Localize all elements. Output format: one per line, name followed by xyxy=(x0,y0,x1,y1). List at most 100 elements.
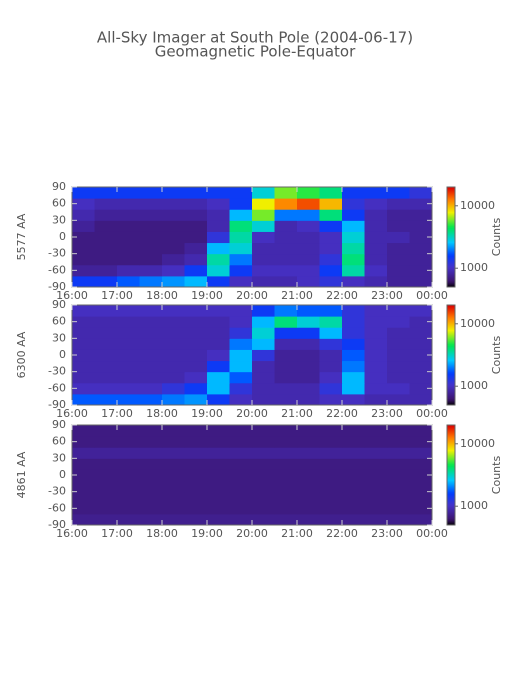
colorbar-segment xyxy=(447,523,455,526)
y-axis-label: 5577 AA xyxy=(15,213,28,260)
colorbar-label: Counts xyxy=(490,456,503,495)
heatmap-cell xyxy=(319,447,343,459)
heatmap-cell xyxy=(229,264,253,277)
colorbar-segment xyxy=(447,329,455,332)
colorbar-tick-label: 10000 xyxy=(460,437,495,450)
heatmap-cell xyxy=(252,371,275,384)
heatmap-cell xyxy=(139,338,163,350)
colorbar-segment xyxy=(447,475,455,478)
heatmap-cell xyxy=(252,491,275,504)
colorbar-segment xyxy=(447,469,455,472)
heatmap-cell xyxy=(274,502,298,515)
heatmap-cell xyxy=(387,253,410,266)
heatmap-cell xyxy=(184,360,208,373)
heatmap-cell xyxy=(207,513,230,526)
heatmap-cell xyxy=(117,264,140,277)
heatmap-cell xyxy=(387,209,410,221)
heatmap-cell xyxy=(139,198,163,210)
heatmap-cell xyxy=(117,382,140,395)
heatmap-cell xyxy=(364,469,388,482)
colorbar-segment xyxy=(447,281,455,284)
colorbar-segment xyxy=(447,203,455,206)
heatmap-cell xyxy=(162,436,185,448)
heatmap-cell xyxy=(162,220,185,232)
colorbar-segment xyxy=(447,487,455,490)
heatmap-cell xyxy=(94,502,118,515)
heatmap-cell xyxy=(319,502,343,515)
heatmap-cell xyxy=(409,480,433,493)
colorbar-segment xyxy=(447,321,455,324)
heatmap-cell xyxy=(297,491,320,504)
heatmap-cell xyxy=(387,242,410,255)
colorbar-segment xyxy=(447,305,455,308)
heatmap-cell xyxy=(72,231,95,244)
colorbar-segment xyxy=(447,379,455,382)
heatmap-cell xyxy=(162,253,185,266)
heatmap-cell xyxy=(117,338,140,350)
heatmap-cell xyxy=(117,220,140,232)
colorbar-segment xyxy=(447,309,455,312)
colorbar-tick-label: 1000 xyxy=(460,261,488,274)
heatmap-cell xyxy=(207,253,230,266)
heatmap-cell xyxy=(274,275,298,288)
heatmap-cell xyxy=(207,198,230,210)
heatmap-cell xyxy=(342,502,365,515)
heatmap-cell xyxy=(297,209,320,221)
colorbar-segment xyxy=(447,211,455,214)
colorbar-segment xyxy=(447,395,455,398)
x-tick-label: 18:00 xyxy=(146,407,178,420)
colorbar-segment xyxy=(447,231,455,234)
heatmap-cell xyxy=(409,425,433,437)
colorbar-segment xyxy=(447,447,455,450)
x-tick-label: 19:00 xyxy=(191,407,223,420)
heatmap-cell xyxy=(297,360,320,373)
heatmap-cell xyxy=(252,220,275,232)
colorbar-segment xyxy=(447,269,455,272)
heatmap-cell xyxy=(139,436,163,448)
heatmap-cell xyxy=(409,436,433,448)
heatmap-cell xyxy=(207,458,230,470)
heatmap-cell xyxy=(409,469,433,482)
heatmap-cell xyxy=(117,275,140,288)
heatmap-cell xyxy=(117,242,140,255)
colorbar-segment xyxy=(447,337,455,340)
colorbar-segment xyxy=(447,463,455,466)
heatmap-cell xyxy=(364,480,388,493)
colorbar-segment xyxy=(447,247,455,250)
colorbar-tick-label: 1000 xyxy=(460,379,488,392)
colorbar-segment xyxy=(447,227,455,230)
heatmap-cell xyxy=(364,198,388,210)
x-tick-label: 20:00 xyxy=(236,407,268,420)
heatmap-cell xyxy=(409,187,433,199)
heatmap-cell xyxy=(319,209,343,221)
x-tick-label: 21:00 xyxy=(281,407,313,420)
colorbar-segment xyxy=(447,225,455,228)
colorbar-segment xyxy=(447,191,455,194)
heatmap-cell xyxy=(297,327,320,339)
heatmap-cell xyxy=(364,513,388,526)
heatmap-cell xyxy=(139,231,163,244)
colorbar-segment xyxy=(447,385,455,388)
heatmap-cell xyxy=(229,275,253,288)
heatmap-cell xyxy=(162,502,185,515)
heatmap-cell xyxy=(94,360,118,373)
heatmap-cell xyxy=(252,382,275,395)
heatmap-cell xyxy=(162,349,185,362)
heatmap-cell xyxy=(319,305,343,317)
colorbar-segment xyxy=(447,307,455,310)
colorbar-segment xyxy=(447,489,455,492)
heatmap-cell xyxy=(229,491,253,504)
colorbar-segment xyxy=(447,365,455,368)
heatmap-cell xyxy=(117,393,140,406)
colorbar-segment xyxy=(447,473,455,476)
heatmap-cell xyxy=(387,469,410,482)
heatmap-cell xyxy=(139,305,163,317)
heatmap-cell xyxy=(252,316,275,328)
heatmap-cell xyxy=(297,447,320,459)
heatmap-cell xyxy=(409,275,433,288)
heatmap-cell xyxy=(364,382,388,395)
colorbar-segment xyxy=(447,383,455,386)
colorbar-segment xyxy=(447,453,455,456)
heatmap-cell xyxy=(94,305,118,317)
colorbar-segment xyxy=(447,515,455,518)
